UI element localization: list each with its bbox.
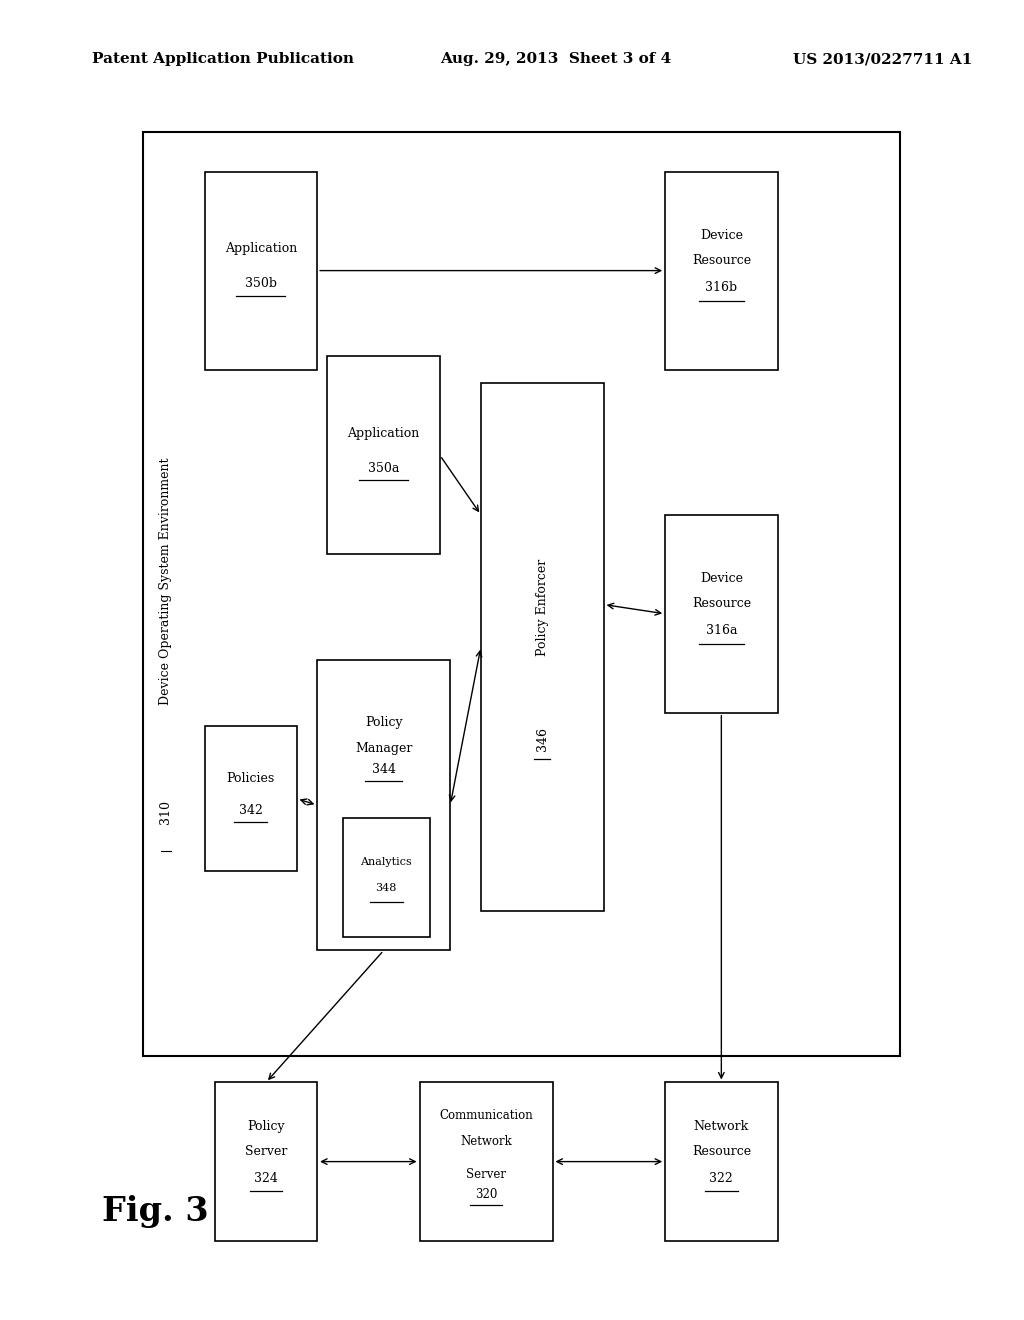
Text: Manager: Manager xyxy=(355,742,413,755)
Text: US 2013/0227711 A1: US 2013/0227711 A1 xyxy=(793,53,973,66)
Text: 350a: 350a xyxy=(368,462,399,475)
Text: Policies: Policies xyxy=(226,772,274,785)
Text: 316a: 316a xyxy=(706,624,737,638)
FancyBboxPatch shape xyxy=(665,172,777,370)
Text: Communication: Communication xyxy=(439,1109,532,1122)
Text: Network: Network xyxy=(460,1135,512,1148)
Text: Device: Device xyxy=(699,572,742,585)
FancyBboxPatch shape xyxy=(665,1082,777,1241)
Text: 316b: 316b xyxy=(706,281,737,294)
Text: Resource: Resource xyxy=(692,1144,751,1158)
Text: 350b: 350b xyxy=(245,277,276,290)
Text: Resource: Resource xyxy=(692,597,751,610)
FancyBboxPatch shape xyxy=(328,356,440,554)
Text: 344: 344 xyxy=(372,763,395,776)
Text: Device Operating System Environment: Device Operating System Environment xyxy=(160,457,172,705)
FancyBboxPatch shape xyxy=(143,132,900,1056)
FancyBboxPatch shape xyxy=(343,818,430,937)
Text: 342: 342 xyxy=(239,804,262,817)
FancyBboxPatch shape xyxy=(205,172,317,370)
FancyBboxPatch shape xyxy=(665,515,777,713)
Text: 346: 346 xyxy=(536,727,549,751)
Text: Policy: Policy xyxy=(365,715,402,729)
Text: Aug. 29, 2013  Sheet 3 of 4: Aug. 29, 2013 Sheet 3 of 4 xyxy=(440,53,671,66)
Text: Server: Server xyxy=(245,1144,287,1158)
Text: 310: 310 xyxy=(160,800,172,824)
FancyBboxPatch shape xyxy=(215,1082,317,1241)
Text: 348: 348 xyxy=(376,883,397,894)
Text: Fig. 3: Fig. 3 xyxy=(102,1196,209,1228)
Text: 320: 320 xyxy=(475,1188,498,1201)
Text: Patent Application Publication: Patent Application Publication xyxy=(92,53,354,66)
FancyBboxPatch shape xyxy=(205,726,297,871)
Text: 324: 324 xyxy=(254,1172,278,1185)
Text: Application: Application xyxy=(347,426,420,440)
Text: Policy Enforcer: Policy Enforcer xyxy=(536,558,549,656)
Text: Application: Application xyxy=(225,242,297,255)
Text: Policy: Policy xyxy=(247,1119,285,1133)
Text: Server: Server xyxy=(466,1168,506,1181)
Text: Network: Network xyxy=(693,1119,749,1133)
FancyBboxPatch shape xyxy=(481,383,604,911)
FancyBboxPatch shape xyxy=(317,660,451,950)
FancyBboxPatch shape xyxy=(420,1082,553,1241)
Text: Resource: Resource xyxy=(692,253,751,267)
Text: 322: 322 xyxy=(710,1172,733,1185)
Text: Analytics: Analytics xyxy=(360,857,412,867)
Text: Device: Device xyxy=(699,228,742,242)
